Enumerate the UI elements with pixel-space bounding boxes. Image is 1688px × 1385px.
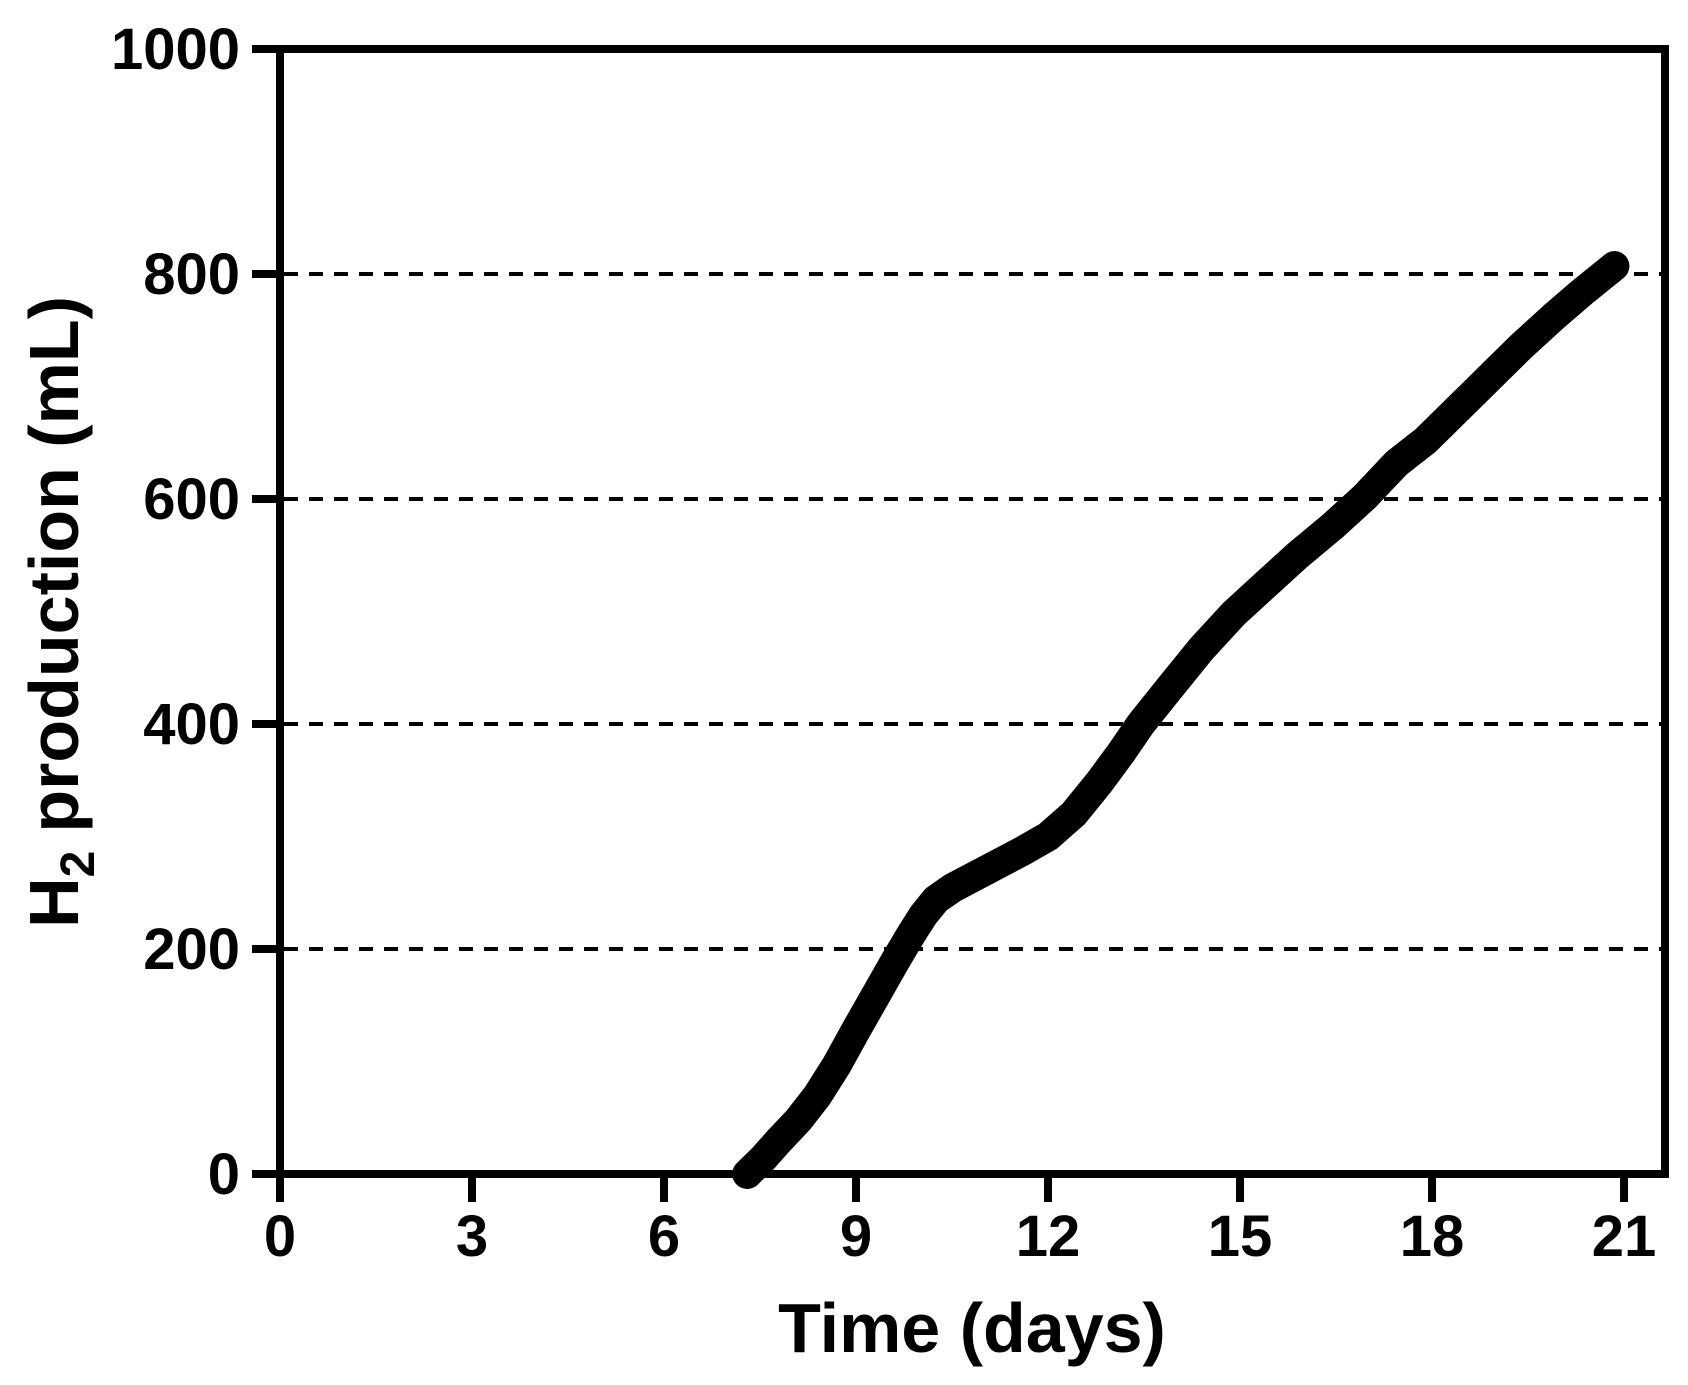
y-tick-label: 800 — [143, 242, 240, 307]
x-tick-label: 15 — [1208, 1204, 1273, 1269]
y-ticks-group: 0 200 400 600 800 1000 — [111, 17, 280, 1207]
y-tick-label: 200 — [143, 917, 240, 982]
y-tick-label: 0 — [208, 1142, 240, 1207]
x-ticks-group: 0 3 6 9 12 15 18 21 — [264, 1174, 1656, 1269]
y-axis-title-subscript: 2 — [52, 851, 105, 878]
x-tick-label: 12 — [1016, 1204, 1081, 1269]
y-tick-label: 600 — [143, 467, 240, 532]
y-axis-title-rest: production (mL) — [15, 296, 93, 833]
gridlines-group — [284, 272, 1661, 951]
x-tick-label: 9 — [840, 1204, 872, 1269]
x-tick-label: 3 — [456, 1204, 488, 1269]
x-axis-title: Time (days) — [778, 1289, 1166, 1367]
y-axis-title-main: H — [15, 877, 93, 928]
x-tick-label: 18 — [1400, 1204, 1465, 1269]
data-curve — [732, 251, 1630, 1189]
y-tick-label: 1000 — [111, 17, 240, 82]
x-tick-label: 21 — [1592, 1204, 1657, 1269]
plot-frame — [276, 45, 1669, 1178]
series-group — [732, 251, 1630, 1189]
x-tick-label: 0 — [264, 1204, 296, 1269]
y-tick-label: 400 — [143, 692, 240, 757]
y-axis-title: H2 production (mL) — [15, 296, 105, 928]
x-tick-label: 6 — [648, 1204, 680, 1269]
